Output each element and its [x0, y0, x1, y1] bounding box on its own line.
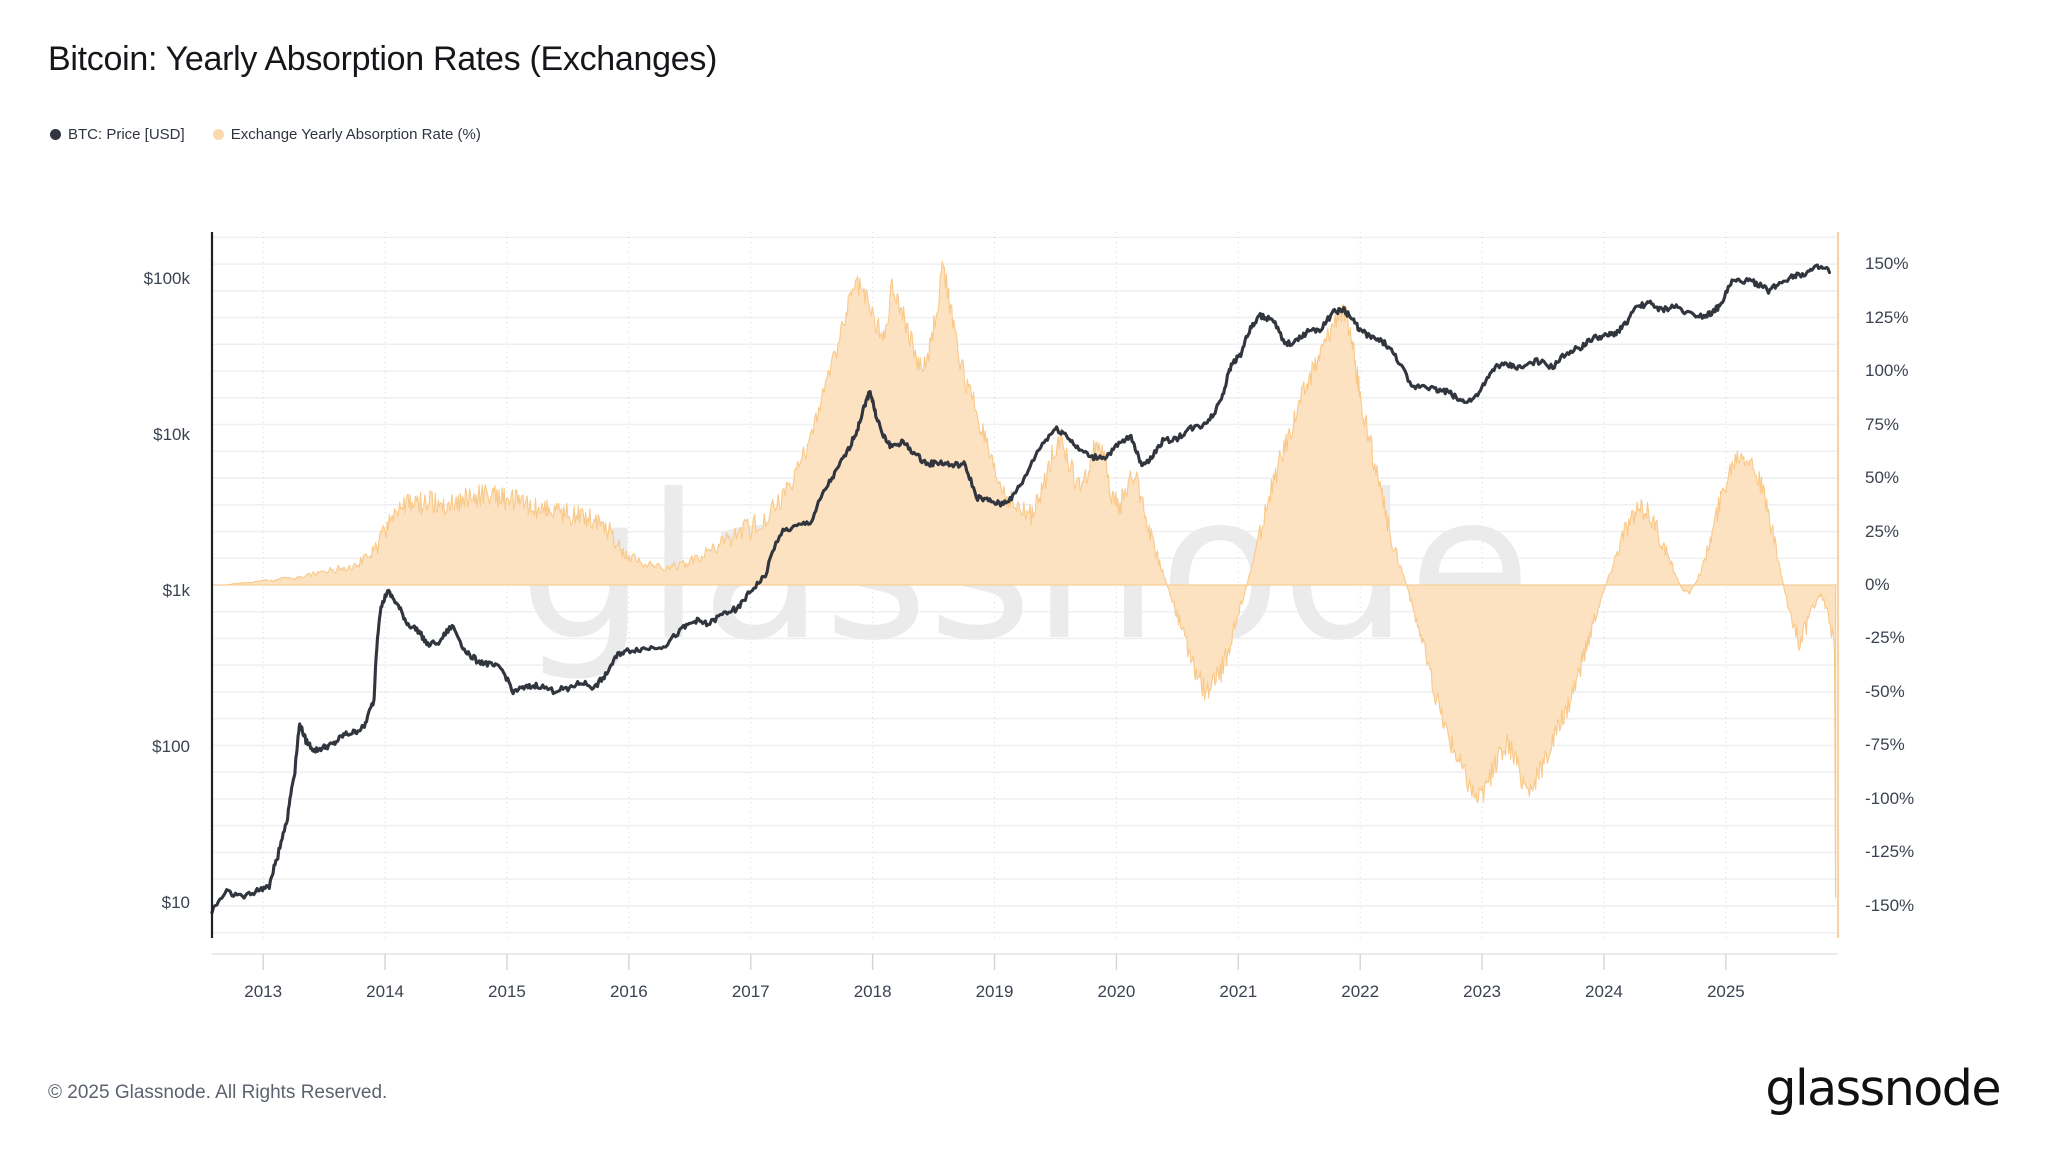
y-axis-right-tick: -75%	[1865, 735, 1905, 755]
price-line-series	[210, 263, 1832, 915]
axis-ticks	[262, 954, 1727, 970]
glassnode-logo: glassnode	[1765, 1060, 2001, 1117]
y-axis-right-tick: 0%	[1865, 575, 1890, 594]
footer-copyright: © 2025 Glassnode. All Rights Reserved.	[48, 1082, 388, 1103]
y-axis-right-tick: -150%	[1865, 895, 1915, 915]
legend-item-price[interactable]: BTC: Price [USD]	[50, 126, 185, 143]
y-axis-right-tick: 50%	[1865, 468, 1900, 488]
legend-dot-absorption-icon	[212, 129, 224, 140]
x-axis-tick: 2015	[488, 982, 526, 1001]
x-axis-tick: 2025	[1706, 982, 1745, 1001]
y-axis-left-tick: $100k	[143, 268, 190, 288]
x-axis-tick: 2017	[731, 982, 770, 1001]
y-axis-right-tick: -50%	[1865, 681, 1905, 701]
legend-label-price: BTC: Price [USD]	[68, 126, 185, 143]
y-axis-right-tick: 25%	[1865, 521, 1900, 541]
y-axis-right-tick: -100%	[1865, 788, 1915, 808]
axis-frame	[210, 232, 1840, 955]
y-axis-right-tick: -125%	[1865, 842, 1915, 862]
x-axis-tick: 2022	[1341, 982, 1380, 1001]
x-axis-tick: 2020	[1097, 982, 1136, 1001]
y-axis-right-tick: 100%	[1865, 361, 1909, 381]
legend-item-absorption[interactable]: Exchange Yearly Absorption Rate (%)	[212, 126, 481, 143]
x-axis-tick: 2013	[244, 982, 283, 1001]
x-axis-tick: 2014	[366, 982, 404, 1001]
legend-label-absorption: Exchange Yearly Absorption Rate (%)	[230, 126, 481, 143]
absorption-area-series	[211, 260, 1837, 898]
x-axis-tick: 2019	[975, 982, 1014, 1001]
y-axis-left-tick: $10k	[153, 425, 190, 445]
y-axis-left-tick: $100	[152, 737, 190, 757]
x-axis-tick: 2021	[1219, 982, 1258, 1001]
chart-legend: BTC: Price [USD] Exchange Yearly Absorpt…	[50, 126, 481, 143]
chart-svg: glassnode	[210, 232, 1840, 970]
page-title: Bitcoin: Yearly Absorption Rates (Exchan…	[48, 40, 718, 78]
x-axis-tick: 2024	[1585, 982, 1623, 1001]
y-axis-right-tick: 150%	[1865, 254, 1909, 274]
chart-plot-area[interactable]: glassnode $10 $100 $1k $10k $100k 150% 125% 100…	[0, 0, 2048, 1010]
y-axis-left-tick: $10	[161, 893, 190, 913]
legend-dot-price-icon	[50, 129, 61, 140]
y-axis-left-tick: $1k	[162, 581, 190, 601]
y-axis-right-tick: 75%	[1865, 414, 1900, 434]
x-axis-tick: 2016	[609, 982, 648, 1001]
x-axis-tick: 2018	[853, 982, 892, 1001]
y-axis-right-tick: -25%	[1865, 628, 1905, 648]
x-axis-tick: 2023	[1463, 982, 1501, 1001]
y-axis-right-tick: 125%	[1865, 307, 1909, 327]
